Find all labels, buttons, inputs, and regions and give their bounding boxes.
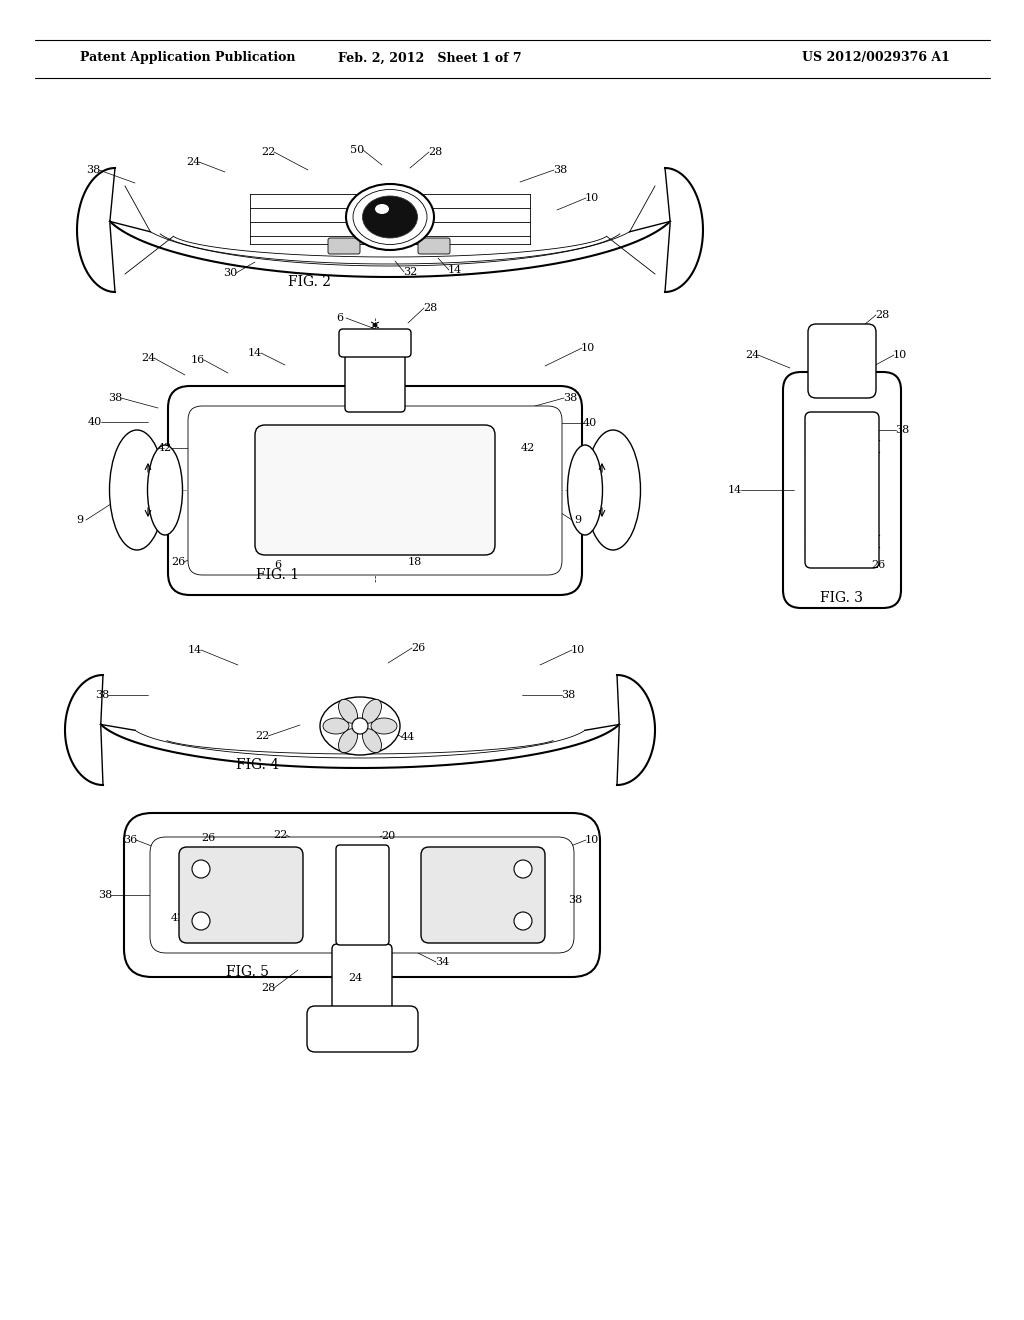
- Text: 38: 38: [108, 393, 122, 403]
- Ellipse shape: [110, 430, 165, 550]
- Text: 14: 14: [248, 348, 262, 358]
- Text: 16: 16: [190, 355, 205, 366]
- Circle shape: [352, 718, 368, 734]
- Text: 9: 9: [77, 515, 84, 525]
- Text: 36: 36: [123, 836, 137, 845]
- Text: 38: 38: [895, 425, 909, 436]
- Text: 28: 28: [423, 304, 437, 313]
- Text: 14: 14: [728, 484, 742, 495]
- FancyBboxPatch shape: [332, 944, 392, 1019]
- Text: 18: 18: [408, 557, 422, 568]
- Text: 12: 12: [391, 335, 406, 345]
- Text: 38: 38: [86, 165, 100, 176]
- Text: 38: 38: [553, 165, 567, 176]
- Text: 38: 38: [98, 890, 112, 900]
- FancyBboxPatch shape: [328, 238, 360, 253]
- Text: Feb. 2, 2012   Sheet 1 of 7: Feb. 2, 2012 Sheet 1 of 7: [338, 51, 522, 65]
- Text: 40: 40: [583, 418, 597, 428]
- Ellipse shape: [339, 700, 357, 723]
- Text: FIG. 5: FIG. 5: [226, 965, 269, 979]
- Text: US 2012/0029376 A1: US 2012/0029376 A1: [802, 51, 950, 65]
- Text: FIG. 3: FIG. 3: [820, 591, 863, 605]
- Text: 10: 10: [581, 343, 595, 352]
- Circle shape: [193, 861, 210, 878]
- Text: 24: 24: [141, 352, 155, 363]
- FancyBboxPatch shape: [421, 847, 545, 942]
- Ellipse shape: [323, 718, 349, 734]
- Text: 26: 26: [171, 557, 185, 568]
- Text: 38: 38: [95, 690, 110, 700]
- Text: 28: 28: [874, 310, 889, 319]
- FancyBboxPatch shape: [255, 425, 495, 554]
- FancyBboxPatch shape: [188, 407, 562, 576]
- Text: 32: 32: [402, 267, 417, 277]
- Text: 14: 14: [447, 265, 462, 275]
- Text: 28: 28: [428, 147, 442, 157]
- FancyBboxPatch shape: [124, 813, 600, 977]
- Text: Patent Application Publication: Patent Application Publication: [80, 51, 296, 65]
- FancyBboxPatch shape: [150, 837, 574, 953]
- Ellipse shape: [567, 445, 602, 535]
- Ellipse shape: [375, 205, 389, 214]
- FancyBboxPatch shape: [336, 845, 389, 945]
- Ellipse shape: [339, 729, 357, 752]
- Circle shape: [514, 912, 532, 931]
- Text: 42: 42: [158, 444, 172, 453]
- Text: 42: 42: [521, 444, 536, 453]
- FancyBboxPatch shape: [307, 1006, 418, 1052]
- Text: 14: 14: [187, 645, 202, 655]
- Text: 38: 38: [568, 895, 582, 906]
- Text: 10: 10: [585, 836, 599, 845]
- FancyBboxPatch shape: [345, 348, 406, 412]
- Ellipse shape: [586, 430, 640, 550]
- Text: 26: 26: [411, 643, 425, 653]
- Ellipse shape: [346, 183, 434, 249]
- Text: 50: 50: [350, 145, 365, 154]
- Ellipse shape: [362, 195, 418, 238]
- FancyBboxPatch shape: [339, 329, 411, 356]
- FancyBboxPatch shape: [805, 412, 879, 568]
- Text: FIG. 1: FIG. 1: [256, 568, 300, 582]
- Text: 22: 22: [255, 731, 269, 741]
- Text: 24: 24: [744, 350, 759, 360]
- Text: 26: 26: [201, 833, 215, 843]
- FancyBboxPatch shape: [418, 238, 450, 253]
- FancyBboxPatch shape: [179, 847, 303, 942]
- FancyBboxPatch shape: [808, 323, 876, 399]
- FancyBboxPatch shape: [168, 385, 582, 595]
- Text: 6: 6: [337, 313, 344, 323]
- Text: 20: 20: [381, 832, 395, 841]
- Ellipse shape: [371, 718, 397, 734]
- Ellipse shape: [147, 445, 182, 535]
- Text: 42: 42: [493, 913, 507, 923]
- Text: 26: 26: [870, 560, 885, 570]
- Text: 10: 10: [585, 193, 599, 203]
- Text: 10: 10: [893, 350, 907, 360]
- Text: 30: 30: [223, 268, 238, 279]
- FancyBboxPatch shape: [783, 372, 901, 609]
- Text: 38: 38: [561, 690, 575, 700]
- Ellipse shape: [362, 729, 382, 752]
- Text: FIG. 2: FIG. 2: [289, 275, 332, 289]
- Text: 38: 38: [563, 393, 578, 403]
- Text: 10: 10: [570, 645, 585, 655]
- Circle shape: [193, 912, 210, 931]
- Text: 6: 6: [274, 560, 282, 570]
- Text: FIG. 4: FIG. 4: [237, 758, 280, 772]
- Text: 28: 28: [261, 983, 275, 993]
- Text: 24: 24: [186, 157, 200, 168]
- Ellipse shape: [353, 190, 427, 244]
- Ellipse shape: [362, 700, 382, 723]
- Circle shape: [514, 861, 532, 878]
- Text: 44: 44: [400, 733, 415, 742]
- Text: 40: 40: [88, 417, 102, 426]
- Text: 22: 22: [261, 147, 275, 157]
- Text: 42: 42: [171, 913, 185, 923]
- Text: 9: 9: [574, 515, 582, 525]
- Text: 34: 34: [435, 957, 450, 968]
- Text: 22: 22: [272, 830, 287, 840]
- Text: 24: 24: [348, 973, 362, 983]
- Ellipse shape: [319, 697, 400, 755]
